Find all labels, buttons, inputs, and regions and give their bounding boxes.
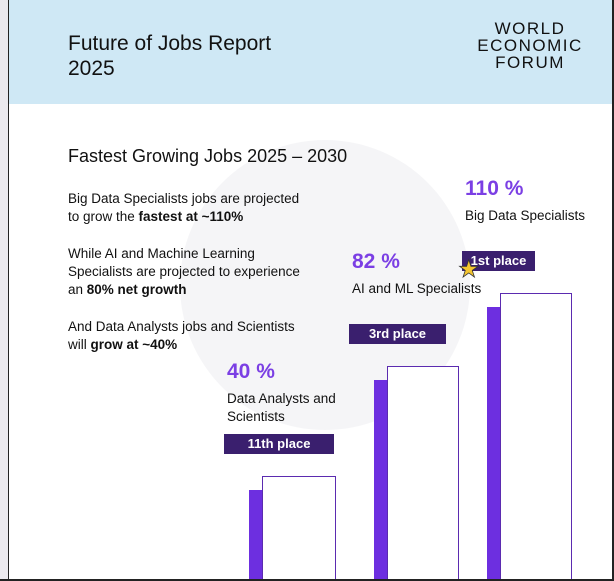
note-big-data: Big Data Specialists jobs are projected … xyxy=(68,191,300,224)
bar-value-label: 40 % xyxy=(227,360,275,383)
logo-line-forum: FORUM xyxy=(495,53,565,72)
logo-line-economic: ECONOMIC xyxy=(477,36,583,55)
report-title: Future of Jobs Report xyxy=(68,32,272,55)
logo-line-world: WORLD xyxy=(494,19,566,38)
section-title: Fastest Growing Jobs 2025 – 2030 xyxy=(68,146,348,166)
book-spine xyxy=(0,0,9,581)
report-header xyxy=(9,0,614,104)
card-edge-bottom xyxy=(0,579,614,581)
star-icon: ★ xyxy=(458,256,480,283)
note-ai-ml: While AI and Machine Learning Specialist… xyxy=(68,246,300,297)
bar-value-label: 82 % xyxy=(352,250,400,273)
card-edge-right xyxy=(612,0,614,581)
rank-badge: 3rd place xyxy=(349,324,446,344)
bar-category-label: Data Analysts and Scientists xyxy=(227,391,336,424)
bar-side-face xyxy=(374,380,387,581)
bar xyxy=(387,366,459,581)
bar-category-label: Big Data Specialists xyxy=(465,208,586,223)
rank-badge: 1st place xyxy=(462,251,535,271)
bar-category-label: AI and ML Specialists xyxy=(352,281,482,296)
bar-side-face xyxy=(487,307,500,581)
report-year: 2025 xyxy=(68,57,115,80)
bar xyxy=(262,476,336,581)
bar-value-label: 110 % xyxy=(465,177,524,200)
wef-logo: WORLD ECONOMIC FORUM xyxy=(470,20,590,71)
rank-badge: 11th place xyxy=(224,434,334,454)
note-data-analysts: And Data Analysts jobs and Scientists wi… xyxy=(68,319,295,352)
bar-side-face xyxy=(249,490,262,581)
bar xyxy=(500,293,572,581)
